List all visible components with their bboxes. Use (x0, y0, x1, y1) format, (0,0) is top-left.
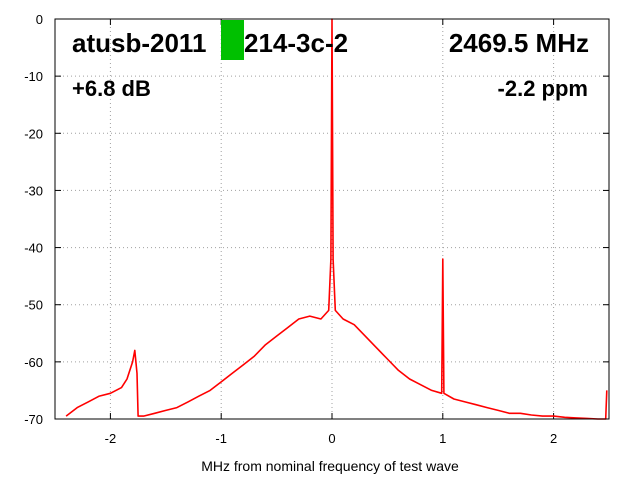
x-tick-label: 2 (550, 431, 557, 446)
y-tick-label: 0 (36, 12, 43, 27)
annotation-device-suffix: 214-3c-2 (244, 28, 348, 58)
tick-labels: -2 -1 0 1 20-10-20-30-40-50-60-70 (24, 12, 557, 446)
x-tick-label: -2 (105, 431, 117, 446)
plot-frame (54, 18, 610, 420)
y-tick-label: -70 (24, 412, 43, 427)
y-tick-label: -20 (24, 126, 43, 141)
annotation-gain: +6.8 dB (72, 76, 151, 101)
x-tick-label: 1 (439, 431, 446, 446)
y-tick-label: -60 (24, 355, 43, 370)
y-tick-label: -30 (24, 183, 43, 198)
y-tick-label: -40 (24, 241, 43, 256)
annotation-frequency: 2469.5 MHz (449, 28, 589, 58)
x-tick-label: -1 (215, 431, 227, 446)
annotation-device: atusb-2011 (72, 28, 206, 58)
x-tick-label: 0 (328, 431, 335, 446)
redaction-marker (221, 20, 244, 60)
x-axis-label: MHz from nominal frequency of test wave (201, 458, 459, 474)
y-tick-label: -10 (24, 69, 43, 84)
annotation-offset: -2.2 ppm (498, 76, 588, 101)
y-tick-label: -50 (24, 298, 43, 313)
